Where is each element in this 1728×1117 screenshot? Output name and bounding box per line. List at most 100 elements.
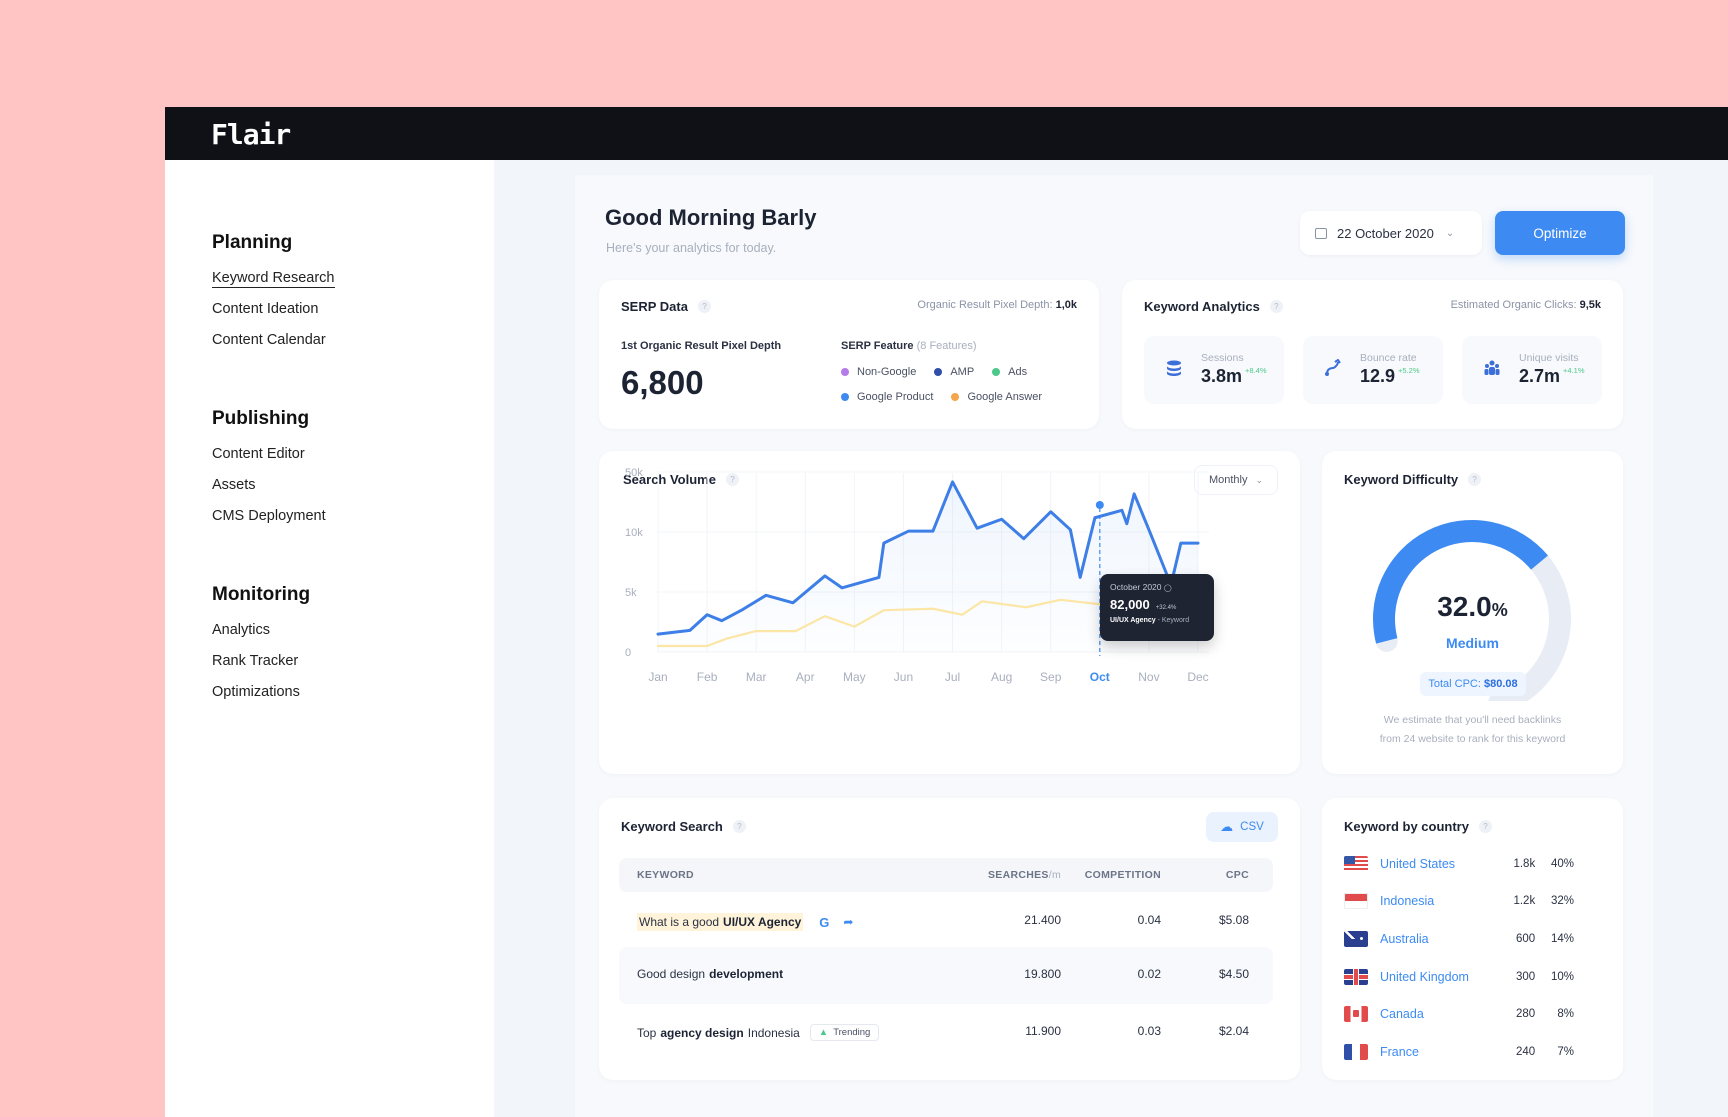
sidebar: Planning Keyword Research Content Ideati… (165, 160, 494, 1117)
country-count: 600 (1516, 933, 1536, 945)
competition-cell: 0.03 (1137, 1024, 1161, 1038)
help-icon[interactable]: ? (1269, 300, 1283, 313)
nav-item-content-editor[interactable]: Content Editor (212, 446, 305, 462)
chevron-down-icon: ⌄ (1445, 227, 1455, 239)
total-cpc-badge: Total CPC: $80.08 (1420, 672, 1526, 696)
country-percent: 7% (1557, 1046, 1574, 1058)
keyword-search-card: Keyword Search? ☁ CSV KEYWORD SEARCHES/m… (599, 798, 1300, 1080)
nav-item-content-ideation[interactable]: Content Ideation (212, 301, 319, 317)
help-icon[interactable]: ? (697, 300, 711, 313)
country-row[interactable]: France 240 7% (1344, 1042, 1574, 1062)
country-name: Australia (1380, 932, 1429, 946)
sessions-tile[interactable]: Sessions 3.8m +8.4% (1144, 336, 1284, 404)
nav-item-cms-deployment[interactable]: CMS Deployment (212, 508, 326, 524)
country-row[interactable]: Canada 280 8% (1344, 1004, 1574, 1024)
google-icon[interactable]: G (819, 914, 830, 930)
country-row[interactable]: Australia 600 14% (1344, 929, 1574, 949)
x-tick-label: Jan (648, 670, 667, 684)
unique-visits-tile[interactable]: Unique visits 2.7m +4.1% (1462, 336, 1602, 404)
trend-up-icon: ▲ (818, 1027, 829, 1038)
country-percent: 32% (1550, 895, 1574, 907)
share-icon[interactable]: ➦ (843, 915, 854, 929)
card-title: Keyword Search? (621, 819, 746, 834)
difficulty-gauge (1373, 520, 1571, 701)
country-percent: 14% (1550, 933, 1574, 945)
tile-label: Unique visits (1519, 352, 1579, 364)
page-title: Good Morning Barly (605, 205, 817, 230)
col-cpc[interactable]: CPC (1225, 869, 1249, 881)
searches-cell: 21.400 (1024, 913, 1061, 927)
organic-clicks-meta: Estimated Organic Clicks: 9,5k (1450, 299, 1601, 311)
help-icon[interactable]: ? (1478, 820, 1492, 833)
page-subtitle: Here's your analytics for today. (606, 241, 777, 255)
y-tick-label: 0 (625, 647, 631, 659)
chart-tooltip: October 2020 ◯ 82,000 +32.4% UI/UX Agency… (1100, 574, 1214, 641)
flag-uk-icon (1344, 969, 1368, 985)
country-name: France (1380, 1045, 1419, 1059)
country-percent: 40% (1550, 858, 1574, 870)
date-picker[interactable]: 22 October 2020 ⌄ (1300, 211, 1482, 255)
table-row[interactable]: What is a good UI/UX Agency G ➦ 21.400 0.… (619, 893, 1273, 950)
country-name: Canada (1380, 1007, 1424, 1021)
csv-export-button[interactable]: ☁ CSV (1206, 812, 1278, 842)
nav-section-title: Publishing (212, 408, 310, 429)
country-row[interactable]: United Kingdom 300 10% (1344, 967, 1574, 987)
country-name: United Kingdom (1380, 970, 1469, 984)
difficulty-note: We estimate that you'll need backlinks f… (1379, 714, 1566, 745)
country-count: 1.2k (1513, 895, 1536, 907)
help-icon[interactable]: ? (725, 473, 739, 486)
country-percent: 10% (1550, 971, 1574, 983)
calendar-icon (1315, 227, 1327, 239)
col-searches[interactable]: SEARCHES/m (987, 869, 1061, 881)
nav-item-keyword-research[interactable]: Keyword Research (212, 270, 335, 288)
legend-item: Non-Google (841, 366, 916, 378)
card-title: Keyword by country? (1344, 819, 1492, 834)
help-icon[interactable]: ? (1468, 473, 1482, 486)
bounce-rate-tile[interactable]: Bounce rate 12.9 +5.2% (1303, 336, 1443, 404)
serp-meta: Organic Result Pixel Depth: 1,0k (917, 299, 1077, 311)
x-tick-label: Feb (697, 670, 718, 684)
cloud-upload-icon: ☁ (1220, 819, 1234, 834)
flag-indonesia-icon (1344, 893, 1368, 909)
competition-cell: 0.04 (1137, 913, 1161, 927)
nav-item-assets[interactable]: Assets (212, 477, 256, 493)
users-icon (1482, 359, 1502, 379)
x-tick-label: Mar (746, 670, 767, 684)
legend-item: AMP (934, 366, 974, 378)
pixel-depth-label: 1st Organic Result Pixel Depth (621, 340, 782, 352)
x-tick-label: Apr (796, 670, 815, 684)
card-title: Keyword Difficulty? (1344, 472, 1482, 487)
col-competition[interactable]: COMPETITION (1084, 869, 1161, 881)
period-select[interactable]: Monthly ⌄ (1194, 465, 1278, 495)
tooltip-value: 82,000 +32.4% (1110, 597, 1177, 612)
optimize-button[interactable]: Optimize (1495, 211, 1625, 255)
tile-value: 3.8m +8.4% (1201, 366, 1267, 386)
searches-cell: 11.900 (1025, 1024, 1061, 1038)
cpc-cell: $4.50 (1218, 967, 1249, 981)
country-row[interactable]: United States 1.8k 40% (1344, 854, 1574, 874)
difficulty-value: 32.0% (1437, 591, 1508, 622)
card-title: SERP Data? (621, 299, 711, 314)
table-row[interactable]: Top agency design Indonesia ▲ Trending 11.9… (619, 1004, 1273, 1061)
period-value: Monthly (1208, 474, 1248, 486)
country-row[interactable]: Indonesia 1.2k 32% (1344, 891, 1574, 911)
help-icon[interactable]: ? (732, 820, 746, 833)
nav-item-optimizations[interactable]: Optimizations (212, 684, 300, 700)
nav-section-planning: Planning Keyword Research Content Ideati… (212, 232, 335, 361)
keyword-cell: Top agency design Indonesia ▲ Trending (637, 1024, 880, 1041)
brand-logo[interactable]: Flair (211, 118, 291, 151)
country-count: 240 (1516, 1046, 1536, 1058)
keyword-cell: Good design development (637, 967, 784, 981)
card-title: Search Volume? (623, 472, 739, 487)
table-row[interactable]: Good design development 19.800 0.02 $4.50 (619, 947, 1273, 1004)
tooltip-keyword: UI/UX Agency - Keyword (1110, 617, 1190, 624)
nav-item-rank-tracker[interactable]: Rank Tracker (212, 653, 299, 669)
nav-item-analytics[interactable]: Analytics (212, 622, 271, 638)
difficulty-level: Medium (1446, 635, 1499, 651)
x-tick-label: Dec (1187, 670, 1208, 684)
cpc-cell: $2.04 (1218, 1024, 1249, 1038)
country-count: 1.8k (1513, 858, 1536, 870)
col-keyword[interactable]: KEYWORD (637, 869, 694, 881)
nav-item-content-calendar[interactable]: Content Calendar (212, 332, 326, 348)
card-title: Keyword Analytics? (1144, 299, 1283, 314)
